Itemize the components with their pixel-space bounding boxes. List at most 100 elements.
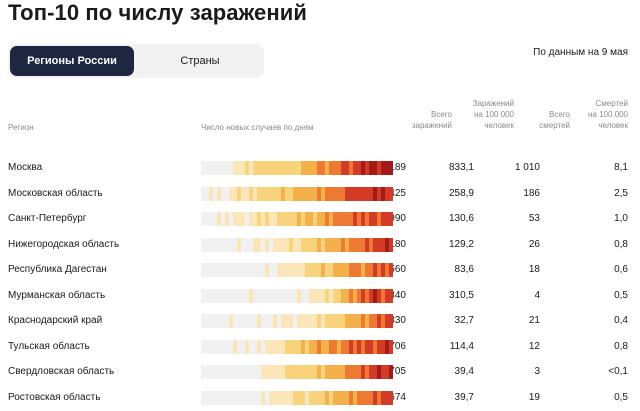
table-row[interactable]: Нижегородская область 4 180 129,2 26 0,8: [0, 232, 640, 257]
daily-cases-cell: [337, 288, 342, 303]
table-row[interactable]: Ростовская область 1 674 39,7 19 0,5: [0, 385, 640, 410]
table-row[interactable]: Тульская область 1 706 114,4 12 0,8: [0, 334, 640, 359]
daily-cases-cell: [225, 161, 230, 175]
daily-cases-cell: [281, 390, 286, 405]
table-row[interactable]: Республика Дагестан 2 560 83,6 18 0,6: [0, 257, 640, 282]
daily-cases-cell: [213, 161, 218, 175]
header-total-infections: Всего заражений: [412, 109, 452, 131]
daily-cases-cell: [329, 263, 334, 277]
daily-cases-cell: [309, 288, 314, 303]
daily-cases-cell: [261, 186, 266, 201]
table-row[interactable]: Свердловская область 1 705 39,4 3 <0,1: [0, 359, 640, 384]
daily-cases-cell: [209, 288, 214, 303]
daily-cases-cell: [213, 186, 218, 201]
daily-cases-cell: [373, 339, 378, 354]
daily-cases-cell: [389, 186, 393, 201]
daily-cases-cell: [389, 288, 393, 303]
infections-per-100k: 32,7: [454, 315, 474, 326]
daily-cases-cell: [237, 186, 242, 201]
infections-per-100k: 833,1: [448, 162, 474, 173]
daily-cases-cell: [361, 186, 366, 201]
daily-cases-cell: [341, 339, 346, 354]
daily-cases-cell: [293, 339, 298, 354]
daily-cases-cell: [293, 186, 298, 201]
table-row[interactable]: Санкт-Петербург 6 990 130,6 53 1,0: [0, 206, 640, 231]
daily-cases-cell: [385, 288, 390, 303]
daily-cases-cell: [333, 186, 338, 201]
daily-cases-cell: [317, 237, 322, 252]
daily-cases-cell: [349, 263, 354, 277]
daily-cases-cell: [233, 314, 238, 328]
daily-cases-cell: [233, 263, 238, 277]
daily-cases-cell: [217, 314, 222, 328]
daily-cases-cell: [233, 186, 238, 201]
daily-cases-cell: [233, 339, 238, 354]
daily-cases-cell: [253, 314, 258, 328]
daily-cases-cell: [373, 161, 378, 175]
daily-cases-cell: [321, 314, 326, 328]
daily-cases-cell: [365, 314, 370, 328]
daily-cases-cell: [321, 390, 326, 405]
deaths-per-100k: 8,1: [614, 162, 628, 173]
daily-cases-cell: [345, 288, 350, 303]
daily-cases-cell: [269, 288, 274, 303]
daily-cases-cell: [277, 288, 282, 303]
daily-cases-cell: [361, 339, 366, 354]
daily-cases-cell: [289, 390, 294, 405]
header-inf100-line3: человек: [484, 121, 514, 130]
daily-cases-cell: [377, 186, 382, 201]
daily-cases-cell: [209, 390, 214, 405]
daily-cases-cell: [205, 161, 210, 175]
daily-cases-cell: [201, 390, 206, 405]
deaths-per-100k: 0,6: [614, 264, 628, 275]
daily-cases-cell: [269, 237, 274, 252]
daily-cases-cell: [317, 161, 322, 175]
daily-cases-cell: [385, 390, 390, 405]
daily-cases-cell: [373, 237, 378, 252]
daily-cases-cell: [229, 237, 234, 252]
daily-cases-cell: [245, 161, 250, 175]
daily-cases-cell: [289, 365, 294, 379]
daily-cases-cell: [221, 339, 226, 354]
daily-cases-cell: [233, 390, 238, 405]
daily-cases-cell: [301, 186, 306, 201]
daily-cases-cell: [333, 288, 338, 303]
daily-cases-cell: [293, 288, 298, 303]
daily-cases-cell: [389, 161, 393, 175]
daily-cases-cell: [257, 212, 262, 226]
header-total-line1: Всего: [431, 110, 452, 119]
daily-cases-cell: [373, 365, 378, 379]
tab-countries[interactable]: Страны: [180, 55, 220, 67]
daily-cases-cell: [329, 390, 334, 405]
daily-cases-cell: [253, 212, 258, 226]
daily-cases-cell: [241, 263, 246, 277]
daily-cases-cell: [265, 263, 270, 277]
daily-cases-cell: [385, 314, 390, 328]
daily-cases-cell: [313, 314, 318, 328]
daily-cases-cell: [293, 161, 298, 175]
daily-cases-cell: [277, 314, 282, 328]
header-d100-line2: на 100 000: [587, 110, 628, 119]
daily-cases-strip: [201, 390, 393, 405]
table-row[interactable]: Мурманская область 2 340 310,5 4 0,5: [0, 283, 640, 308]
header-d100-line3: человек: [598, 121, 628, 130]
daily-cases-cell: [261, 390, 266, 405]
daily-cases-cell: [305, 288, 310, 303]
daily-cases-cell: [213, 339, 218, 354]
header-daily-cases: Число новых случаев по дням: [201, 123, 314, 132]
daily-cases-cell: [249, 237, 254, 252]
table-row[interactable]: Краснодарский край 1 830 32,7 21 0,4: [0, 308, 640, 333]
daily-cases-cell: [337, 212, 342, 226]
daily-cases-cell: [389, 339, 393, 354]
daily-cases-cell: [369, 288, 374, 303]
daily-cases-cell: [245, 314, 250, 328]
daily-cases-cell: [373, 212, 378, 226]
daily-cases-cell: [305, 212, 310, 226]
daily-cases-cell: [261, 237, 266, 252]
infections-per-100k: 39,4: [454, 366, 474, 377]
daily-cases-cell: [381, 365, 386, 379]
daily-cases-cell: [277, 339, 282, 354]
tab-russia-regions[interactable]: Регионы России: [10, 46, 134, 76]
